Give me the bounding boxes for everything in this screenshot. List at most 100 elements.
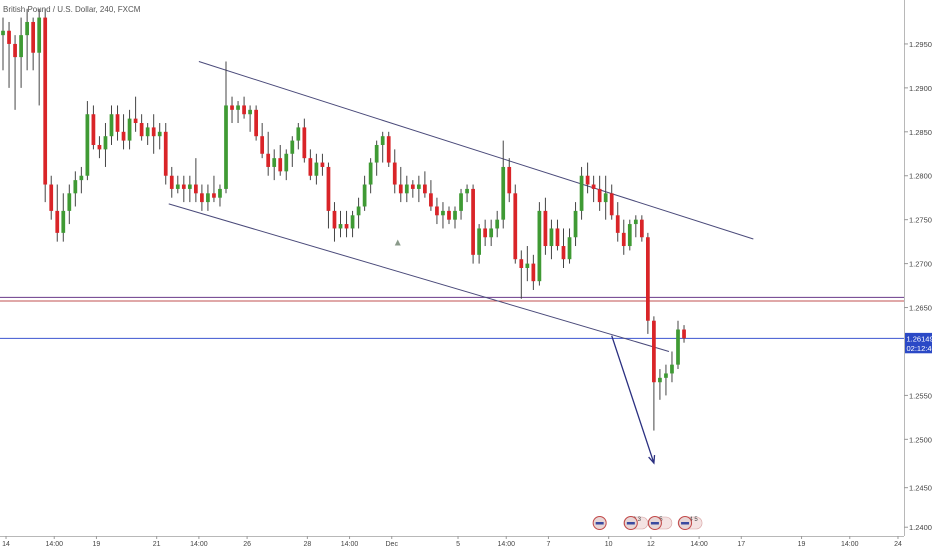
event-marker-0 xyxy=(592,516,607,530)
candle xyxy=(471,184,475,264)
current-price-label-box xyxy=(905,332,932,344)
candle-body xyxy=(350,215,355,229)
time-tick-label: 26 xyxy=(243,541,251,548)
candle xyxy=(49,175,54,220)
candle-body xyxy=(410,184,415,189)
price-tick-label: 1.28500 xyxy=(909,128,932,137)
candle-body xyxy=(151,127,156,137)
candle-body xyxy=(296,127,301,141)
channel-line-0 xyxy=(198,61,754,240)
time-tick-label: 17 xyxy=(737,541,745,548)
candle xyxy=(483,219,488,247)
current-price-label: 1.26149 xyxy=(907,334,932,343)
candle-body xyxy=(133,118,138,124)
candle xyxy=(555,219,560,251)
candle xyxy=(181,175,186,203)
candle-body xyxy=(597,188,602,203)
candle-body xyxy=(392,162,397,185)
time-tick-label: 14:00 xyxy=(341,541,359,548)
candle-body xyxy=(429,193,433,207)
price-tick-label: 1.29500 xyxy=(909,40,932,49)
candle xyxy=(73,171,78,207)
candle xyxy=(392,149,397,194)
candle-body xyxy=(79,175,84,181)
candle xyxy=(302,118,307,163)
candle-body xyxy=(187,184,192,189)
candle-body xyxy=(326,166,331,211)
candle-body xyxy=(374,144,379,163)
candle xyxy=(1,17,5,71)
candle-body xyxy=(459,193,463,211)
candle xyxy=(308,149,313,181)
candle xyxy=(19,17,23,88)
candle xyxy=(645,232,650,334)
candle xyxy=(266,131,271,176)
candle-body xyxy=(145,127,150,137)
candle-body xyxy=(13,43,17,58)
candle-body xyxy=(531,263,536,282)
candle xyxy=(615,202,620,242)
candle-body xyxy=(483,228,488,238)
candle xyxy=(13,35,17,110)
candle xyxy=(567,228,572,264)
candle-body xyxy=(549,228,554,247)
candle xyxy=(314,153,319,185)
candle xyxy=(519,250,524,299)
event-marker-label: 2 3 xyxy=(633,517,642,523)
candle xyxy=(543,197,548,255)
candle-body xyxy=(501,166,506,220)
candle xyxy=(652,316,656,431)
candle-body xyxy=(513,193,518,260)
candle xyxy=(224,61,228,194)
candle-body xyxy=(85,114,90,176)
candle-body xyxy=(200,193,204,203)
candle xyxy=(531,254,536,290)
candle xyxy=(242,96,246,119)
candle-body xyxy=(61,210,66,233)
candle xyxy=(597,175,602,211)
candle-body xyxy=(465,188,469,194)
candle xyxy=(410,180,415,198)
candle xyxy=(386,131,391,167)
candle xyxy=(447,206,451,225)
price-tick-label: 1.24000 xyxy=(909,523,932,532)
candle xyxy=(639,215,644,242)
candle-body xyxy=(652,320,656,383)
price-tick-label: 1.24500 xyxy=(909,484,932,493)
candle-body xyxy=(609,193,614,216)
event-flag-stripe xyxy=(650,522,659,525)
event-marker-3: 2 4 5 xyxy=(677,516,703,530)
candle-body xyxy=(242,105,246,115)
projection-arrow-head xyxy=(648,455,656,465)
candle xyxy=(67,184,72,225)
candle-body xyxy=(441,210,445,216)
candle xyxy=(453,206,457,229)
price-tick-label: 1.25000 xyxy=(909,435,932,444)
candle-body xyxy=(25,21,29,36)
candle-body xyxy=(206,193,210,203)
candle-body xyxy=(591,184,596,189)
candle xyxy=(61,193,66,242)
candle-body xyxy=(73,180,78,194)
candle xyxy=(187,175,192,203)
event-marker-label: 5 xyxy=(659,517,663,523)
price-tick-label: 1.27500 xyxy=(909,216,932,225)
candle xyxy=(573,202,578,247)
candle-body xyxy=(302,127,307,159)
candle-body xyxy=(278,158,283,172)
candle xyxy=(133,96,138,132)
candle xyxy=(79,166,84,194)
candle-body xyxy=(537,210,542,282)
candle-body xyxy=(639,219,644,238)
candle xyxy=(374,140,379,176)
candle xyxy=(169,166,174,198)
time-tick-label: 5 xyxy=(456,541,460,548)
candle xyxy=(495,210,500,238)
time-tick-label: 19 xyxy=(798,541,806,548)
candle-body xyxy=(416,184,421,189)
candle-body xyxy=(31,21,36,53)
price-tick-label: 1.25500 xyxy=(909,391,932,400)
candle xyxy=(31,17,36,71)
